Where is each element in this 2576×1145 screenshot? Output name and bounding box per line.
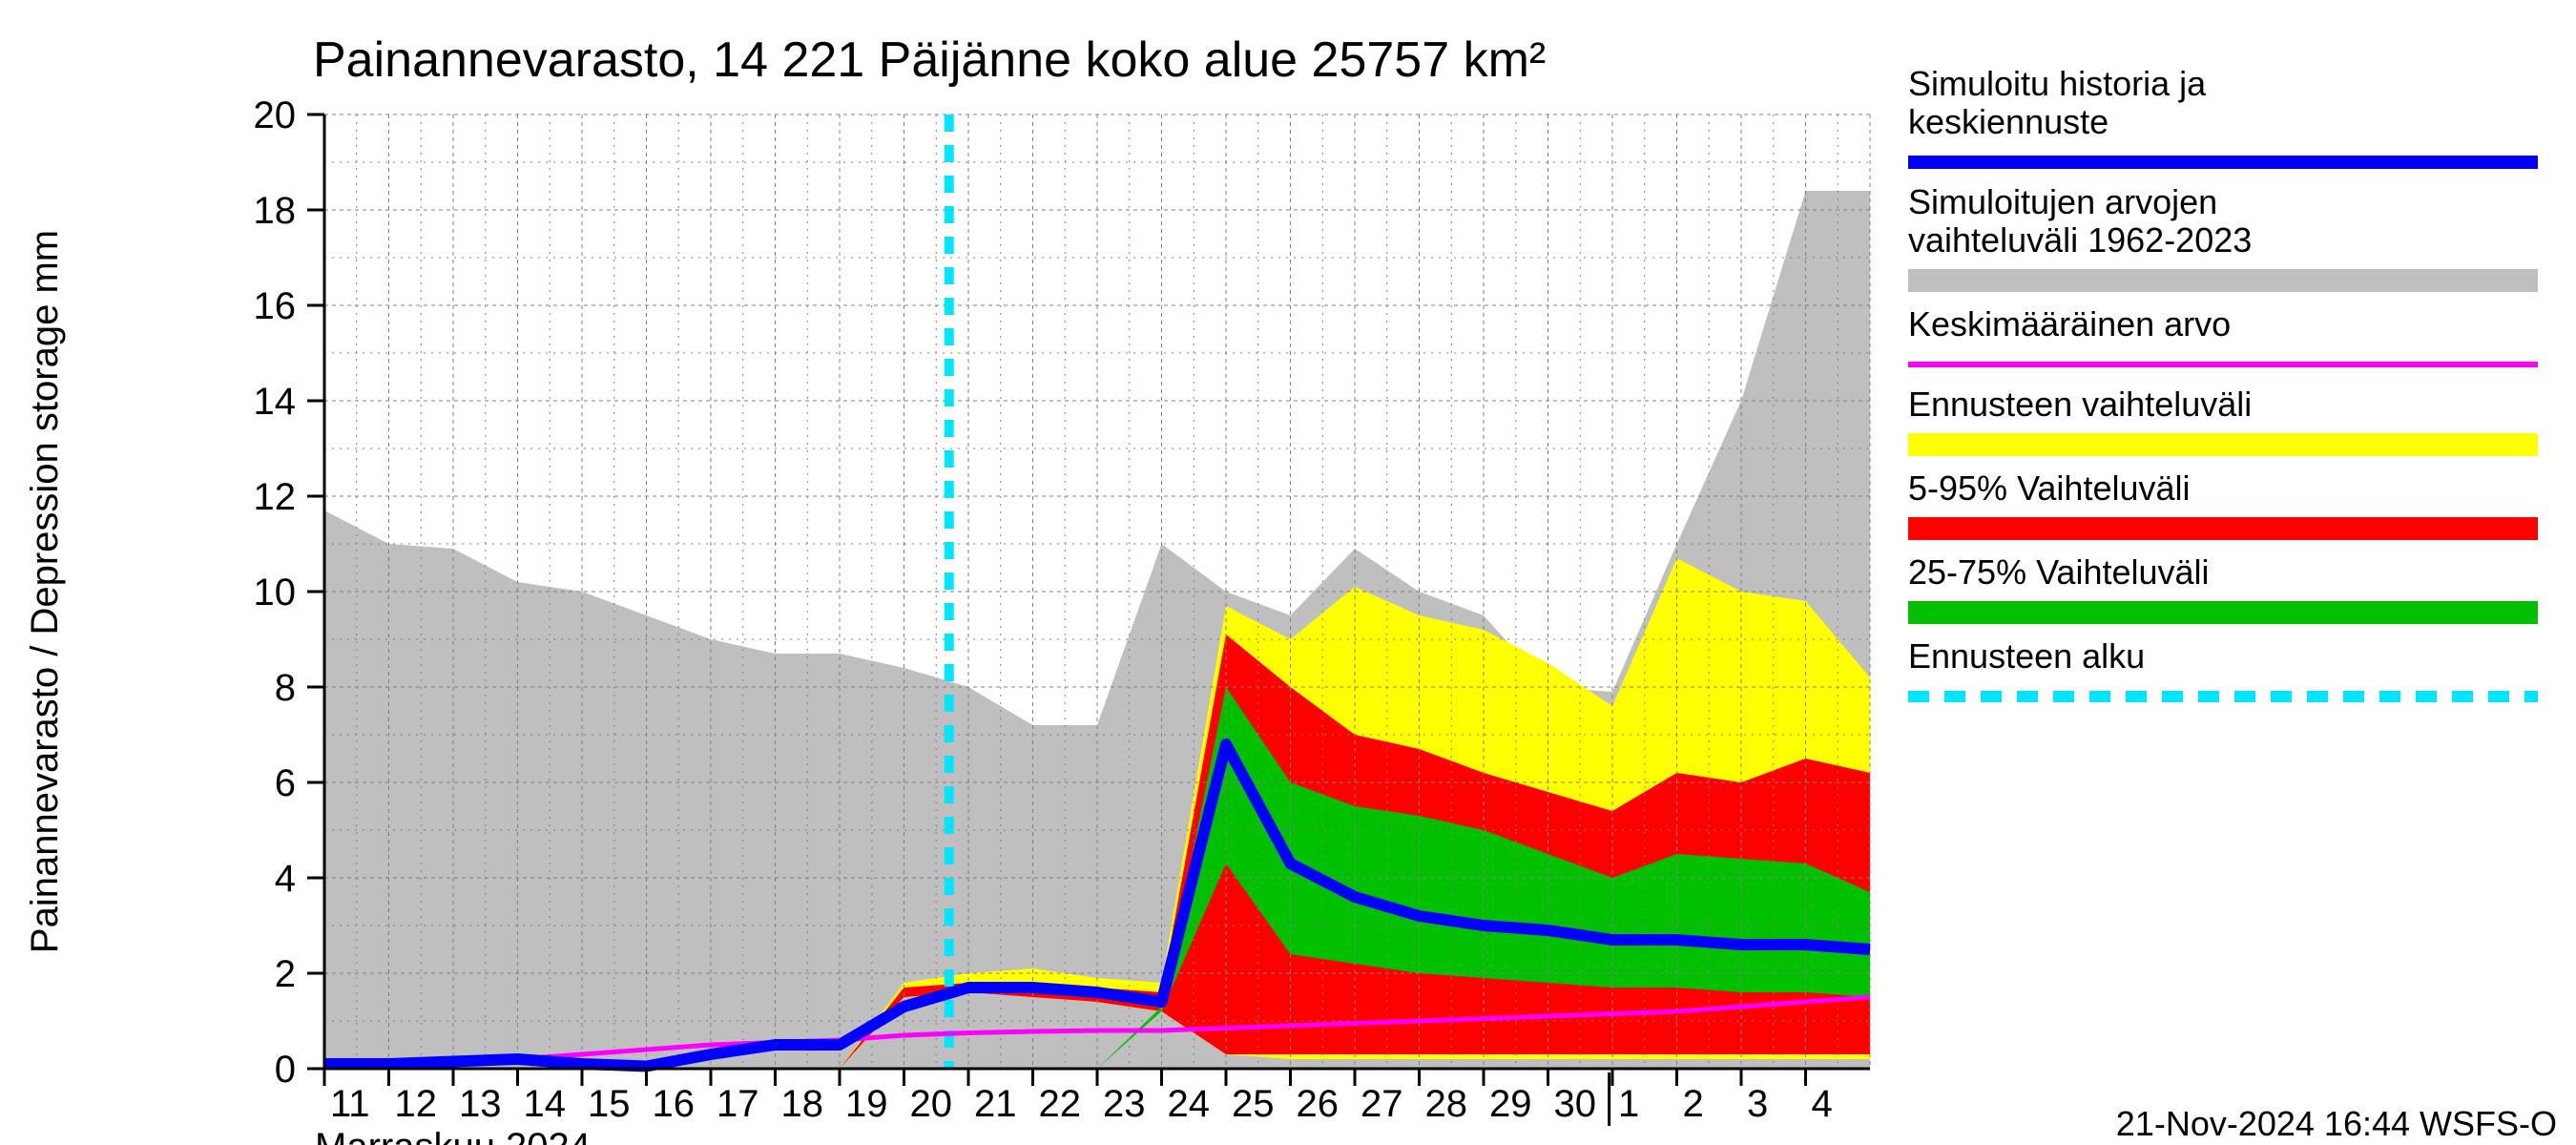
legend-label: 5-95% Vaihteluväli (1908, 468, 2191, 508)
legend-label: Simuloitujen arvojen (1908, 182, 2217, 221)
legend-label: Ennusteen vaihteluväli (1908, 385, 2252, 424)
x-tick-label: 27 (1361, 1083, 1403, 1125)
chart-container: 0246810121416182011121314151617181920212… (0, 0, 2576, 1145)
y-tick-label: 16 (254, 285, 297, 327)
legend-label: Keskimääräinen arvo (1908, 304, 2231, 344)
chart-svg: 0246810121416182011121314151617181920212… (0, 0, 2576, 1145)
y-tick-label: 2 (275, 953, 296, 995)
footer-timestamp: 21-Nov-2024 16:44 WSFS-O (2116, 1104, 2557, 1143)
x-tick-label: 16 (653, 1083, 696, 1125)
x-tick-label: 21 (974, 1083, 1017, 1125)
x-tick-label: 12 (395, 1083, 438, 1125)
legend-swatch (1908, 517, 2538, 540)
legend-label: vaihteluväli 1962-2023 (1908, 220, 2252, 260)
legend-label: Ennusteen alku (1908, 636, 2145, 676)
x-tick-label: 18 (781, 1083, 824, 1125)
y-tick-label: 4 (275, 858, 296, 900)
y-tick-label: 8 (275, 667, 296, 709)
legend-swatch (1908, 433, 2538, 456)
legend-label: 25-75% Vaihteluväli (1908, 552, 2210, 592)
x-tick-label: 25 (1232, 1083, 1275, 1125)
x-tick-label: 4 (1812, 1083, 1833, 1125)
y-tick-label: 20 (254, 94, 297, 136)
x-tick-label: 22 (1039, 1083, 1082, 1125)
legend-label: Simuloitu historia ja (1908, 64, 2207, 103)
legend-label: keskiennuste (1908, 102, 2109, 141)
x-month-fi: Marraskuu 2024 (315, 1126, 591, 1145)
y-tick-label: 6 (275, 762, 296, 804)
x-tick-label: 17 (717, 1083, 759, 1125)
y-tick-label: 12 (254, 476, 297, 518)
x-tick-label: 19 (845, 1083, 888, 1125)
x-tick-label: 24 (1168, 1083, 1211, 1125)
legend-swatch (1908, 269, 2538, 292)
x-tick-label: 20 (910, 1083, 953, 1125)
x-tick-label: 28 (1425, 1083, 1468, 1125)
y-tick-label: 18 (254, 190, 297, 232)
y-axis-label: Painannevarasto / Depression storage mm (24, 230, 66, 953)
x-tick-label: 13 (459, 1083, 502, 1125)
y-tick-label: 0 (275, 1049, 296, 1091)
x-tick-label: 14 (524, 1083, 567, 1125)
x-tick-label: 23 (1103, 1083, 1146, 1125)
x-tick-label: 15 (588, 1083, 631, 1125)
chart-title: Painannevarasto, 14 221 Päijänne koko al… (313, 32, 1546, 88)
x-tick-label: 26 (1297, 1083, 1340, 1125)
y-tick-label: 14 (254, 381, 297, 423)
x-tick-label: 2 (1683, 1083, 1704, 1125)
x-tick-label: 30 (1554, 1083, 1597, 1125)
y-tick-label: 10 (254, 572, 297, 614)
x-tick-label: 11 (330, 1083, 370, 1125)
legend-swatch (1908, 601, 2538, 624)
x-tick-label: 29 (1489, 1083, 1532, 1125)
x-tick-label: 3 (1747, 1083, 1768, 1125)
x-tick-label: 1 (1618, 1083, 1639, 1125)
